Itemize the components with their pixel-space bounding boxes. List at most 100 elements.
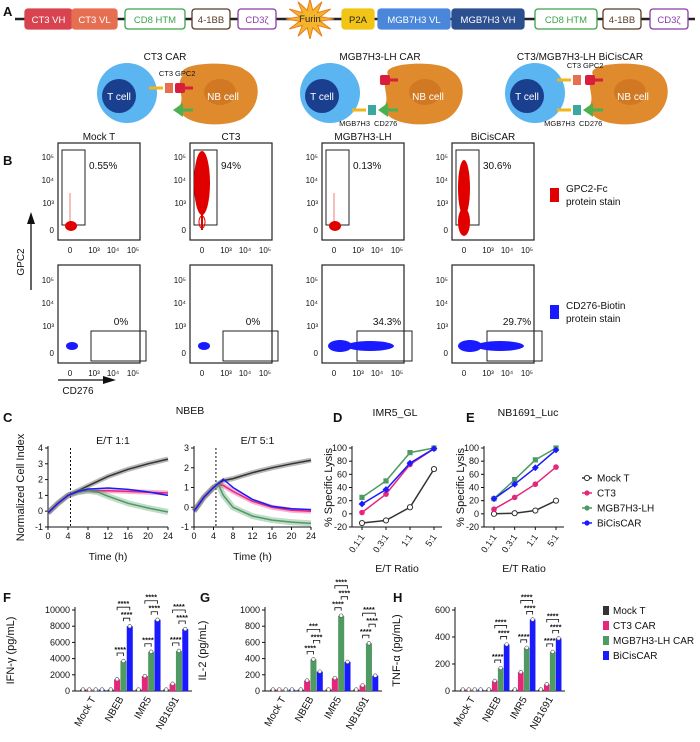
construct-segment-label: Furin xyxy=(299,14,321,25)
y-tick-label: 4 xyxy=(38,443,43,453)
replicate-point xyxy=(373,673,378,678)
y-tick-label: 200 xyxy=(435,659,450,669)
flow-y-tick: 10⁵ xyxy=(306,276,318,285)
data-point xyxy=(358,519,366,527)
x-tick-label: 4 xyxy=(65,531,70,541)
bar-ct3 xyxy=(114,679,121,691)
nb-cell-nucleus xyxy=(409,79,441,105)
legend-label: MGB7H3-LH CAR xyxy=(613,636,694,647)
y-tick-label: 2 xyxy=(184,463,189,473)
y-tick-label: 60 xyxy=(337,469,347,479)
stain-legend-label: protein stain xyxy=(566,314,620,325)
significance-bracket xyxy=(334,607,342,611)
y-tick-label: 40 xyxy=(337,483,347,493)
flow-x-tick: 10⁵ xyxy=(127,369,139,378)
y-tick-label: 80 xyxy=(469,456,479,466)
series-line-mgb xyxy=(493,447,557,500)
significance-label: *** xyxy=(309,621,318,630)
bar-mgb xyxy=(310,659,317,691)
flow-column-title: Mock T xyxy=(83,132,116,143)
flow-x-tick: 0 xyxy=(68,369,73,378)
data-point xyxy=(382,486,390,493)
replicate-point xyxy=(538,687,543,692)
x-tick-label: 1:1 xyxy=(399,532,414,548)
construct-segment xyxy=(649,8,689,30)
x-tick-label: NBEB xyxy=(103,695,126,724)
y-tick-label: 1 xyxy=(38,490,43,500)
flow-y-tick: 10⁴ xyxy=(42,299,55,308)
flow-x-tick: 10⁵ xyxy=(127,246,139,255)
flow-population xyxy=(476,341,524,351)
flow-plot-frame xyxy=(189,264,273,364)
flow-plot: 0 10³ 10⁴ 10⁵ 0 10³ 10⁴ 10⁵ 0.13% xyxy=(306,142,405,255)
flow-y-tick: 10⁴ xyxy=(174,299,187,308)
flow-x-tick: 10⁵ xyxy=(259,246,271,255)
x-tick-label: 8 xyxy=(230,531,235,541)
significance-bracket xyxy=(123,617,131,622)
data-point xyxy=(552,497,560,504)
flow-x-tick: 10³ xyxy=(352,369,364,378)
significance-label: **** xyxy=(544,636,556,645)
flow-x-tick: 10⁴ xyxy=(239,246,252,255)
bar-ct3 xyxy=(169,683,176,691)
flow-population xyxy=(66,342,78,350)
panel-letter: G xyxy=(200,590,210,605)
x-tick-label: 4 xyxy=(211,531,216,541)
flow-y-tick: 10³ xyxy=(306,199,318,208)
bar-bicis xyxy=(154,619,161,691)
replicate-point xyxy=(556,636,561,641)
flow-x-tick: 10⁵ xyxy=(521,369,533,378)
x-tick-label: Mock T xyxy=(452,695,478,729)
chart-panel-G: 0 200 400 600 800 1000 IL-2 (pg/mL) Mock T NBEB *… xyxy=(197,578,382,732)
flow-x-tick: 0 xyxy=(462,246,467,255)
chart-title: IMR5_GL xyxy=(373,407,418,419)
x-tick-label: NB1691 xyxy=(154,695,182,732)
y-axis-label: IFN-γ (pg/mL) xyxy=(5,617,17,685)
flow-y-tick: 10⁵ xyxy=(436,153,448,162)
y-tick-label: 80 xyxy=(337,456,347,466)
construct-segment xyxy=(191,8,231,30)
flow-y-tick: 0 xyxy=(314,349,319,358)
bar-mgb xyxy=(338,615,345,691)
construct-segment-label: CD3ζ xyxy=(657,15,681,26)
t-cell-nucleus xyxy=(305,79,339,113)
y-axis-label: TNF-α (pg/mL) xyxy=(391,614,403,686)
replicate-point xyxy=(298,687,303,692)
flow-population xyxy=(458,208,470,236)
data-point xyxy=(382,517,390,524)
chart-panel-E: -20 0 20 40 60 80 100 0.1:1 0.3:1 1:1 5:1 NB1691_Lu… xyxy=(455,407,654,575)
flow-x-tick: 10⁴ xyxy=(239,369,252,378)
data-point xyxy=(512,477,518,483)
replicate-point xyxy=(326,687,331,692)
construct-segment xyxy=(602,8,642,30)
cd276-antigen-icon xyxy=(173,103,183,117)
replicate-point xyxy=(127,624,132,629)
flow-x-tick: 10⁴ xyxy=(501,369,514,378)
antigen-label: CD276 xyxy=(374,119,397,128)
bar-ct3 xyxy=(491,680,498,691)
y-tick-label: 20 xyxy=(337,496,347,506)
flow-plot: 0 10³ 10⁴ 10⁵ 0 10³ 10⁴ 10⁵ 29.7% xyxy=(436,264,543,378)
significance-label: **** xyxy=(173,602,185,611)
flow-population xyxy=(65,221,77,231)
y-tick-label: -1 xyxy=(35,522,43,532)
y-tick-label: -1 xyxy=(181,522,189,532)
bar-bicis xyxy=(503,644,510,691)
construct-segment-label: 4-1BB xyxy=(198,15,224,26)
significance-bracket xyxy=(494,659,502,664)
flow-plot: 0 10³ 10⁴ 10⁵ 0 10³ 10⁴ 10⁵ 0.55% xyxy=(42,142,141,255)
data-point xyxy=(511,494,518,501)
cartoon-title: MGB7H3-LH CAR xyxy=(339,52,420,63)
significance-bracket xyxy=(546,618,560,623)
furin-star-icon xyxy=(285,0,335,40)
significance-bracket xyxy=(178,620,186,625)
panel-letter: E xyxy=(466,410,475,425)
legend-swatch xyxy=(603,636,609,645)
construct-segment-label: CT3 VH xyxy=(32,15,66,26)
legend-label: Mock T xyxy=(613,606,646,617)
construct-segment xyxy=(237,8,277,30)
flow-y-tick: 10³ xyxy=(436,322,448,331)
bar-ct3 xyxy=(359,685,366,691)
flow-y-tick: 10³ xyxy=(42,322,54,331)
